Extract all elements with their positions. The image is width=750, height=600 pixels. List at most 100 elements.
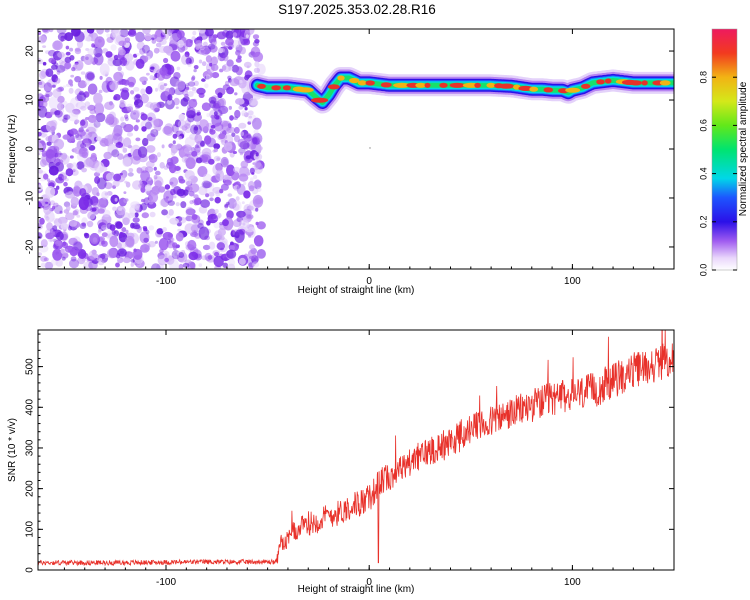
noise-blob xyxy=(235,58,242,63)
noise-blob xyxy=(107,134,114,139)
noise-blob xyxy=(161,144,165,149)
noise-blob xyxy=(215,87,226,96)
noise-blob xyxy=(149,211,156,218)
noise-blob xyxy=(84,142,91,148)
noise-blob xyxy=(74,48,82,55)
noise-blob xyxy=(193,80,199,87)
noise-blob xyxy=(164,184,171,190)
noise-blob xyxy=(173,123,177,127)
noise-blob xyxy=(106,222,112,230)
noise-blob xyxy=(76,92,87,102)
noise-blob xyxy=(38,169,43,174)
noise-blob xyxy=(119,172,123,176)
noise-blob xyxy=(208,191,215,197)
noise-blob xyxy=(38,81,43,85)
noise-blob xyxy=(119,29,129,38)
noise-blob xyxy=(63,181,68,187)
noise-blob xyxy=(65,102,75,113)
noise-blob xyxy=(213,147,218,153)
noise-blob xyxy=(251,172,255,175)
noise-blob xyxy=(221,63,232,73)
noise-blob xyxy=(71,162,78,171)
noise-blob xyxy=(61,152,68,160)
noise-blob xyxy=(250,46,261,58)
noise-blob xyxy=(161,29,168,36)
noise-blob xyxy=(198,185,208,196)
noise-blob xyxy=(186,110,196,119)
noise-blob xyxy=(135,93,141,99)
noise-blob xyxy=(112,180,120,188)
noise-blob xyxy=(240,160,249,169)
noise-blob xyxy=(148,241,156,248)
noise-blob xyxy=(45,186,56,198)
noise-blob xyxy=(226,59,234,67)
noise-blob xyxy=(202,244,211,251)
noise-blob xyxy=(104,101,115,111)
colorbar: 0.0 0.2 0.4 0.6 0.8 Normalized spectral ampl… xyxy=(698,28,749,276)
colorbar-tick-label: 0.8 xyxy=(698,71,708,84)
noise-blob xyxy=(132,248,143,260)
noise-blob xyxy=(97,198,107,208)
noise-blob xyxy=(81,167,87,173)
noise-blob xyxy=(245,214,254,220)
noise-blob xyxy=(216,242,225,251)
noise-blob xyxy=(101,240,106,245)
noise-blob xyxy=(116,242,122,249)
noise-blob xyxy=(134,212,139,218)
noise-blob xyxy=(254,61,260,68)
noise-blob xyxy=(198,29,206,34)
noise-blob xyxy=(80,143,87,149)
noise-blob xyxy=(50,200,55,206)
noise-blob xyxy=(52,40,63,51)
noise-blob xyxy=(57,95,65,103)
noise-blob xyxy=(119,57,128,67)
noise-blob xyxy=(185,178,192,186)
noise-blob xyxy=(125,235,135,247)
noise-blob xyxy=(69,258,79,269)
noise-blob xyxy=(165,255,175,265)
noise-blob xyxy=(211,214,217,220)
noise-blob xyxy=(153,129,157,133)
noise-blob xyxy=(136,41,145,51)
noise-blob xyxy=(135,53,140,56)
noise-blob xyxy=(187,261,196,269)
colorbar-tick-label: 0.4 xyxy=(698,167,708,180)
noise-blob xyxy=(229,115,234,121)
y-tick-label: 0 xyxy=(25,567,36,573)
noise-blob xyxy=(150,66,155,70)
noise-blob xyxy=(113,94,121,101)
noise-blob xyxy=(185,208,196,216)
noise-blob xyxy=(213,255,224,268)
noise-blob xyxy=(105,76,113,86)
noise-blob xyxy=(59,159,64,165)
noise-blob xyxy=(205,193,210,198)
noise-blob xyxy=(141,126,147,132)
noise-blob xyxy=(209,100,217,109)
noise-blob xyxy=(153,175,158,180)
noise-blob xyxy=(214,209,219,214)
noise-blob xyxy=(211,41,217,49)
y-tick-label: 400 xyxy=(25,399,36,416)
noise-blob xyxy=(99,75,103,80)
noise-blob xyxy=(169,217,179,225)
noise-blob xyxy=(53,218,62,227)
noise-blob xyxy=(184,158,190,163)
noise-blob xyxy=(241,201,245,205)
noise-blob xyxy=(115,262,120,268)
snr-series-line xyxy=(38,330,674,567)
noise-blob xyxy=(68,87,74,94)
noise-blob xyxy=(175,80,186,91)
noise-blob xyxy=(65,212,75,221)
noise-blob xyxy=(243,181,247,186)
noise-blob xyxy=(101,232,108,238)
noise-blob xyxy=(114,197,118,202)
noise-blob xyxy=(64,62,72,70)
noise-blob xyxy=(231,132,236,138)
noise-blob xyxy=(84,71,96,82)
noise-blob xyxy=(182,262,190,268)
noise-blob xyxy=(217,92,223,99)
noise-blob xyxy=(220,47,225,53)
noise-blob xyxy=(75,101,87,110)
noise-blob xyxy=(38,252,43,256)
